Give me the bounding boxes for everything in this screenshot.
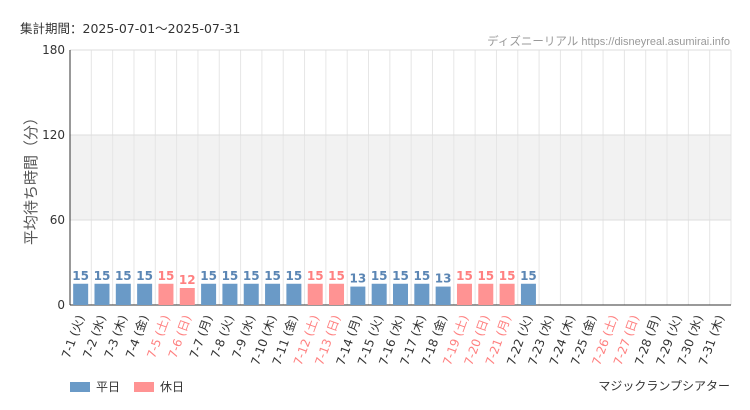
attraction-name: マジックランプシアター xyxy=(598,379,730,393)
bar xyxy=(115,283,131,305)
bar xyxy=(414,283,430,305)
source-site-name: ディズニーリアル xyxy=(487,36,579,48)
bar xyxy=(243,283,259,305)
bar-value-label: 15 xyxy=(222,269,239,283)
bar-value-label: 15 xyxy=(158,269,175,283)
bar xyxy=(94,283,110,305)
source-url: https://disneyreal.asumirai.info xyxy=(581,36,730,48)
bar-value-label: 15 xyxy=(115,269,132,283)
bar-value-label: 13 xyxy=(350,272,367,286)
bar xyxy=(222,283,238,305)
bar-value-label: 15 xyxy=(286,269,303,283)
bar-value-label: 15 xyxy=(456,269,473,283)
bar-value-label: 15 xyxy=(477,269,494,283)
bar xyxy=(73,283,89,305)
bar xyxy=(179,288,195,305)
bar xyxy=(393,283,408,305)
y-tick-label: 0 xyxy=(57,298,65,312)
bar-value-label: 15 xyxy=(499,269,516,283)
bar xyxy=(329,283,345,305)
bar xyxy=(371,283,387,305)
bar xyxy=(478,283,494,305)
bar xyxy=(201,283,217,305)
bar-value-label: 15 xyxy=(520,269,537,283)
bar xyxy=(265,283,281,305)
bar-value-label: 15 xyxy=(371,269,388,283)
bar-value-label: 15 xyxy=(72,269,89,283)
legend-item-weekday[interactable]: 平日 xyxy=(70,378,120,395)
bar-value-label: 15 xyxy=(392,269,409,283)
bar xyxy=(499,283,515,305)
bar-value-label: 15 xyxy=(264,269,281,283)
bar-value-label: 12 xyxy=(179,273,196,287)
bar-value-label: 15 xyxy=(94,269,111,283)
legend-label-weekday: 平日 xyxy=(96,380,121,394)
bar xyxy=(456,283,472,305)
bar-value-label: 15 xyxy=(328,269,345,283)
y-tick-label: 180 xyxy=(42,43,65,57)
bar xyxy=(286,283,302,305)
y-tick-label: 120 xyxy=(42,128,65,142)
bar-value-label: 15 xyxy=(307,269,324,283)
bar-value-label: 15 xyxy=(243,269,260,283)
shaded-band xyxy=(70,135,731,220)
bar xyxy=(350,286,366,305)
y-axis-title: 平均待ち時間（分） xyxy=(22,110,40,245)
bar xyxy=(307,283,323,305)
legend-swatch-weekday xyxy=(70,381,90,392)
period-label: 集計期間：2025-07-01～2025-07-31 xyxy=(20,21,241,36)
y-tick-label: 60 xyxy=(50,213,65,227)
bar xyxy=(435,286,451,305)
legend-label-holiday: 休日 xyxy=(160,380,185,394)
legend-swatch-holiday xyxy=(134,381,155,392)
legend: 平日 休日 xyxy=(70,378,198,395)
bar-value-label: 13 xyxy=(435,272,452,286)
bar xyxy=(520,283,536,305)
bar-value-label: 15 xyxy=(413,269,430,283)
bar xyxy=(158,283,174,305)
source-credit[interactable]: ディズニーリアル https://disneyreal.asumirai.inf… xyxy=(487,33,730,49)
bar xyxy=(137,283,153,305)
bar-value-label: 15 xyxy=(136,269,153,283)
bar-value-label: 15 xyxy=(200,269,217,283)
legend-item-holiday[interactable]: 休日 xyxy=(134,378,184,395)
